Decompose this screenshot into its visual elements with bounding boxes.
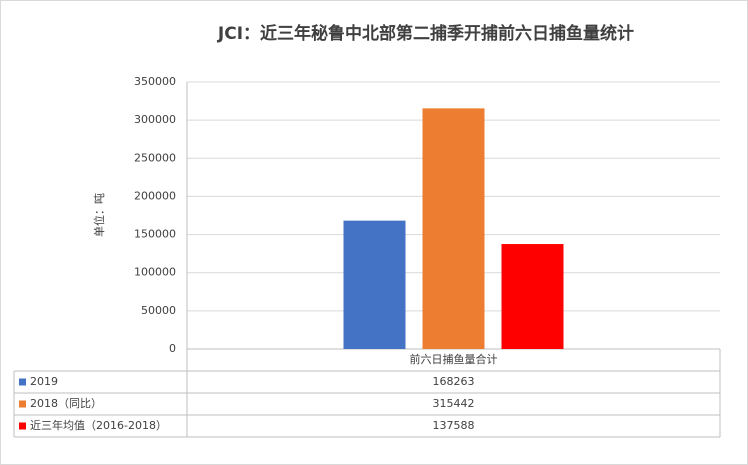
y-tick-label: 0: [169, 342, 176, 355]
legend-label: 2019: [30, 375, 58, 388]
table-value: 137588: [433, 419, 475, 432]
bar: [422, 108, 485, 349]
table-value: 315442: [433, 397, 475, 410]
legend-swatch: [19, 422, 26, 430]
y-tick-label: 100000: [134, 266, 176, 279]
y-tick-label: 200000: [134, 189, 176, 202]
legend-swatch: [19, 400, 26, 408]
bar: [343, 220, 406, 349]
table-value: 168263: [433, 375, 475, 388]
y-tick-label: 300000: [134, 113, 176, 126]
y-tick-label: 350000: [134, 75, 176, 88]
x-tick-label: 前六日捕鱼量合计: [410, 352, 498, 366]
y-axis-title: 单位：吨: [92, 193, 106, 237]
y-tick-label: 250000: [134, 151, 176, 164]
chart-title: JCI：近三年秘鲁中北部第二捕季开捕前六日捕鱼量统计: [217, 23, 634, 44]
y-tick-label: 150000: [134, 228, 176, 241]
y-tick-label: 50000: [141, 304, 176, 317]
legend-swatch: [19, 378, 26, 386]
legend-label: 2018（同比）: [30, 397, 102, 410]
bar: [501, 244, 564, 349]
legend-label: 近三年均值（2016-2018）: [30, 418, 167, 432]
